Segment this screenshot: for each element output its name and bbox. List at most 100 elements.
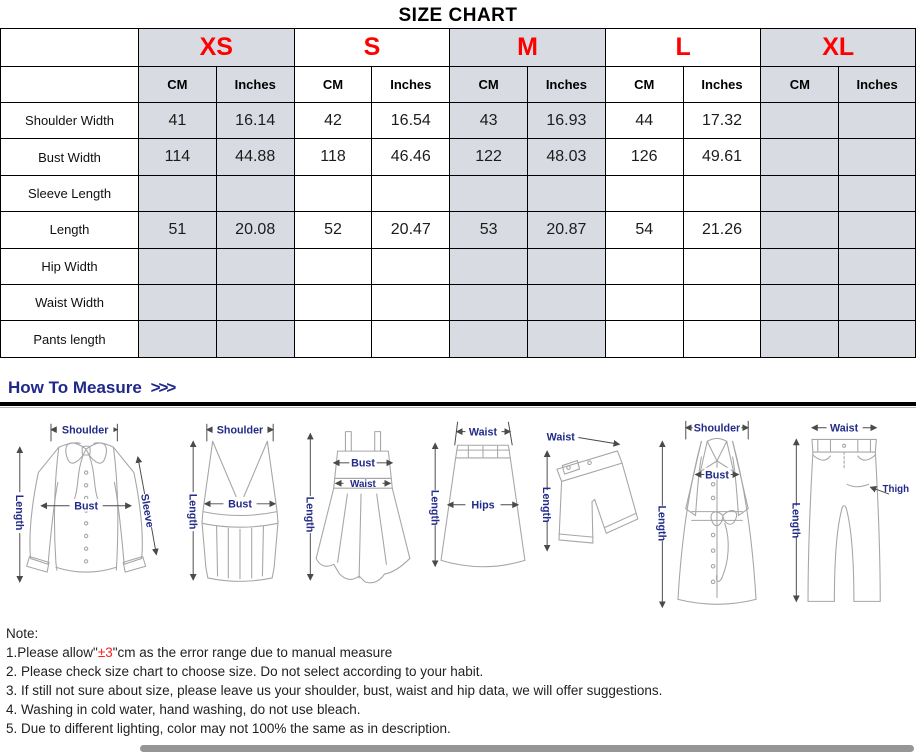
size-value-cell: 43 xyxy=(449,101,528,140)
size-value-cell xyxy=(838,138,916,176)
size-value-cell xyxy=(838,211,916,249)
page-title: SIZE CHART xyxy=(398,5,518,26)
size-value-cell xyxy=(838,247,916,285)
size-value-cell xyxy=(604,174,684,213)
pants-dimensions: Waist Thigh Length xyxy=(789,421,910,603)
note-line-2: 2. Please check size chart to choose siz… xyxy=(6,663,484,679)
unit-header-inches: Inches xyxy=(215,66,295,103)
corner-cell xyxy=(0,28,139,67)
size-chart-table: XS S M L XL CM Inches CM Inches CM Inche… xyxy=(0,28,916,358)
size-value-cell xyxy=(138,247,217,285)
size-value-cell xyxy=(838,101,916,140)
note-line-1: 1.Please allow"±3"cm as the error range … xyxy=(6,643,916,662)
size-value-cell: 16.14 xyxy=(215,101,295,140)
size-header-xl: XL xyxy=(760,28,916,67)
size-value-cell xyxy=(527,174,606,213)
size-value-cell xyxy=(760,211,840,249)
size-header-xs: XS xyxy=(138,28,295,67)
notes-section: Note: 1.Please allow"±3"cm as the error … xyxy=(0,620,916,738)
pants-waist-label: Waist xyxy=(830,422,859,434)
size-value-cell: 41 xyxy=(138,101,217,140)
size-value-cell xyxy=(760,101,840,140)
diagram-skirt: Waist Hips Length xyxy=(428,421,525,568)
size-value-cell xyxy=(371,320,451,358)
size-value-cell xyxy=(215,283,295,322)
note-line-3: 3. If still not sure about size, please … xyxy=(6,682,663,698)
row-label-sleeve-length: Sleeve Length xyxy=(0,174,139,213)
row-label-waist-width: Waist Width xyxy=(0,283,139,322)
size-value-cell xyxy=(138,320,217,358)
pants-outline xyxy=(807,438,881,602)
size-value-cell: 16.93 xyxy=(527,101,606,140)
unit-header-cm: CM xyxy=(760,66,840,103)
size-value-cell: 44 xyxy=(604,101,684,140)
tank-shoulder-label: Shoulder xyxy=(216,424,263,436)
size-value-cell xyxy=(293,174,373,213)
size-value-cell: 126 xyxy=(604,138,684,176)
unit-header-inches: Inches xyxy=(527,66,606,103)
unit-header-cm: CM xyxy=(449,66,528,103)
size-value-cell xyxy=(838,174,916,213)
dress-length-label: Length xyxy=(303,496,315,532)
row-label-pants-length: Pants length xyxy=(0,320,139,358)
size-value-cell xyxy=(449,320,528,358)
size-value-cell xyxy=(527,283,606,322)
size-value-cell xyxy=(449,283,528,322)
size-value-cell xyxy=(293,283,373,322)
blouse-shoulder-label: Shoulder xyxy=(62,424,109,436)
tank-top-outline xyxy=(200,440,279,582)
unit-header-cm: CM xyxy=(604,66,684,103)
coat-dimensions: Shoulder Bust Length xyxy=(655,420,749,608)
size-value-cell: 20.47 xyxy=(371,211,451,249)
size-value-cell xyxy=(293,320,373,358)
note-line-4: 4. Washing in cold water, hand washing, … xyxy=(6,701,361,717)
shorts-dimensions: Waist Length xyxy=(540,431,621,552)
how-to-measure-label: How To Measure xyxy=(8,377,142,397)
size-value-cell: 114 xyxy=(138,138,217,176)
size-value-cell xyxy=(215,174,295,213)
size-value-cell xyxy=(838,320,916,358)
size-header-s: S xyxy=(293,28,451,67)
unit-header-inches: Inches xyxy=(838,66,916,103)
size-value-cell xyxy=(138,174,217,213)
size-value-cell xyxy=(682,174,762,213)
note-1-prefix: 1.Please allow" xyxy=(6,644,98,660)
unit-header-cm: CM xyxy=(293,66,373,103)
table-row-pants-length: Pants length xyxy=(0,320,916,358)
size-header-row: XS S M L XL xyxy=(0,28,916,67)
size-value-cell xyxy=(138,283,217,322)
diagram-dress: Bust Waist Length xyxy=(303,430,411,584)
coat-outline xyxy=(676,437,757,605)
dress-waist-label: Waist xyxy=(350,479,376,490)
size-value-cell xyxy=(682,320,762,358)
size-value-cell xyxy=(682,283,762,322)
row-label-shoulder-width: Shoulder Width xyxy=(0,101,139,140)
blouse-dimensions: Shoulder Length Bust Sleeve xyxy=(13,423,159,583)
unit-header-inches: Inches xyxy=(682,66,762,103)
coat-bust-label: Bust xyxy=(705,469,729,481)
size-value-cell xyxy=(838,283,916,322)
size-value-cell: 17.32 xyxy=(682,101,762,140)
tank-bust-label: Bust xyxy=(228,498,252,510)
size-value-cell xyxy=(449,174,528,213)
how-to-measure-heading: How To Measure >>> xyxy=(8,378,916,400)
skirt-waist-label: Waist xyxy=(468,426,497,438)
unit-header-row: CM Inches CM Inches CM Inches CM Inches … xyxy=(0,66,916,103)
dress-outline xyxy=(315,430,411,584)
diagram-shorts: Waist Length xyxy=(540,431,639,552)
size-value-cell: 53 xyxy=(449,211,528,249)
size-value-cell xyxy=(371,247,451,285)
size-value-cell xyxy=(760,320,840,358)
table-row-bust-width: Bust Width 114 44.88 118 46.46 122 48.03… xyxy=(0,138,916,176)
notes-heading: Note: xyxy=(6,625,39,641)
pants-length-label: Length xyxy=(789,502,801,538)
size-value-cell xyxy=(604,283,684,322)
note-1-tolerance: ±3 xyxy=(97,644,113,660)
horizontal-scrollbar-thumb[interactable] xyxy=(140,745,914,752)
size-value-cell: 54 xyxy=(604,211,684,249)
size-value-cell: 46.46 xyxy=(371,138,451,176)
pants-thigh-label: Thigh xyxy=(883,484,910,495)
shorts-outline xyxy=(556,450,639,544)
diagram-blouse: Shoulder Length Bust Sleeve xyxy=(13,423,159,583)
